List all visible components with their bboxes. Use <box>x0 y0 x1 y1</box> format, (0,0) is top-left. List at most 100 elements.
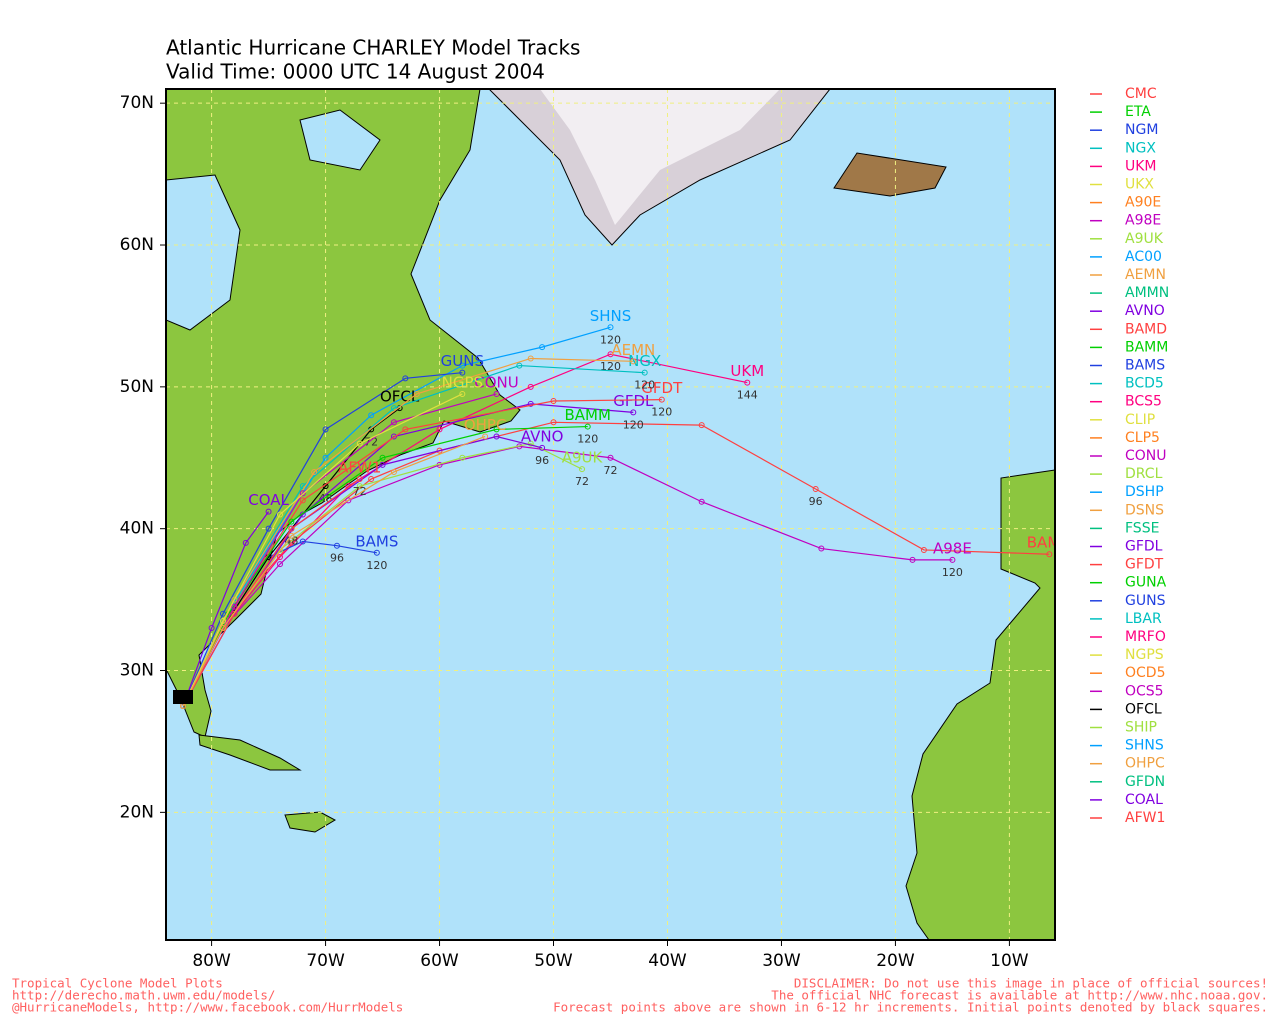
x-tick-label: 30W <box>762 951 801 971</box>
cuba <box>198 734 302 771</box>
y-tick-label: 50N <box>120 377 154 397</box>
track-label: GFDL <box>613 392 654 410</box>
forecast-point <box>459 369 466 376</box>
legend-label: CLP5 <box>1125 430 1160 446</box>
legend-label: DSNS <box>1125 502 1164 518</box>
track-label: A98E <box>933 539 972 557</box>
forecast-point <box>402 426 409 433</box>
legend-label: NGX <box>1125 140 1156 156</box>
x-tick-label: 80W <box>192 951 231 971</box>
forecast-point <box>607 454 614 461</box>
legend-label: SHIP <box>1125 720 1157 736</box>
forecast-point <box>413 390 420 397</box>
tracks: 120 144 UKM 96 BAMD 72 120 A98E 96 120 BAMS 120 SHNS… <box>180 307 1055 709</box>
forecast-point <box>1046 551 1053 558</box>
model-track <box>182 478 361 707</box>
forecast-point <box>390 433 397 440</box>
forecast-point <box>818 545 825 552</box>
forecast-point <box>527 440 534 447</box>
forecast-point <box>539 444 546 451</box>
legend-label: ETA <box>1125 104 1151 120</box>
forecast-point <box>436 447 443 454</box>
track-label: BAMS <box>355 532 398 550</box>
forecast-point <box>219 624 226 631</box>
forecast-point <box>482 433 489 440</box>
forecast-point <box>356 440 363 447</box>
forecast-hour: 120 <box>600 333 621 346</box>
legend-label: AC00 <box>1125 249 1162 265</box>
footer-right: DISCLAIMER: Do not use this image in pla… <box>794 976 1268 991</box>
forecast-point <box>698 498 705 505</box>
track-label: UKM <box>730 362 764 380</box>
forecast-point <box>299 490 306 497</box>
legend-label: NGPS <box>1125 647 1164 663</box>
forecast-point <box>493 433 500 440</box>
legend-label: COAL <box>1125 792 1163 808</box>
footer-left: @HurricaneModels, http://www.facebook.co… <box>12 1000 403 1015</box>
forecast-point <box>436 426 443 433</box>
legend-label: OFCL <box>1125 701 1162 717</box>
footer-right: Forecast points above are shown in 6-12 … <box>553 1000 1268 1015</box>
forecast-point <box>493 390 500 397</box>
forecast-point <box>459 362 466 369</box>
forecast-point <box>276 554 283 561</box>
y-tick-label: 20N <box>120 802 154 822</box>
forecast-point <box>550 398 557 405</box>
model-track <box>182 357 634 707</box>
track-label: AVNO <box>521 427 564 445</box>
legend-label: LBAR <box>1125 611 1162 627</box>
track-label: GFDT <box>641 379 683 397</box>
legend-label: UKX <box>1125 177 1154 193</box>
forecast-point <box>311 468 318 475</box>
track-label: A9UK <box>562 449 604 467</box>
forecast-point <box>812 485 819 492</box>
x-tick-label: 50W <box>534 951 573 971</box>
europe-africa <box>905 469 1055 940</box>
title-line: Valid Time: 0000 UTC 14 August 2004 <box>166 60 545 84</box>
x-tick-label: 10W <box>990 951 1029 971</box>
forecast-point <box>288 532 295 539</box>
forecast-point <box>368 476 375 483</box>
legend-label: AMMN <box>1125 285 1169 301</box>
forecast-point <box>909 556 916 563</box>
legend-label: OCS5 <box>1125 683 1164 699</box>
forecast-hour: 120 <box>366 559 387 572</box>
forecast-point <box>219 617 226 624</box>
legend-label: GUNS <box>1125 593 1166 609</box>
legend-label: CLIP <box>1125 412 1155 428</box>
track-label: COAL <box>248 491 289 509</box>
forecast-hour: 72 <box>604 464 618 477</box>
forecast-point <box>231 596 238 603</box>
forecast-point <box>276 511 283 518</box>
forecast-point <box>276 561 283 568</box>
track-label: SHNS <box>590 307 632 325</box>
foxe-basin <box>299 109 381 171</box>
legend-label: UKM <box>1125 158 1157 174</box>
forecast-point <box>208 624 215 631</box>
map-frame <box>165 88 1056 941</box>
legend-label: AEMN <box>1125 267 1166 283</box>
footer-left: Tropical Cyclone Model Plots <box>12 976 223 991</box>
model-track <box>182 372 463 707</box>
forecast-point <box>390 468 397 475</box>
legend-label: A9UK <box>1125 231 1164 247</box>
track-label: GUNS <box>441 352 484 370</box>
legend-label: BAMS <box>1125 358 1165 374</box>
track-label: NGPS <box>442 373 483 391</box>
forecast-point <box>527 400 534 407</box>
legend-label: A98E <box>1125 213 1161 229</box>
forecast-point <box>516 362 523 369</box>
forecast-point <box>299 497 306 504</box>
forecast-point <box>459 390 466 397</box>
forecast-hour: 144 <box>737 389 758 402</box>
legend-label: MRFO <box>1125 629 1166 645</box>
legend-label: GFDL <box>1125 539 1163 555</box>
legend-label: DRCL <box>1125 466 1163 482</box>
forecast-point <box>607 324 614 331</box>
forecast-hour: 72 <box>575 475 589 488</box>
track-label: BAMM <box>564 406 610 424</box>
forecast-point <box>698 422 705 429</box>
forecast-point <box>322 454 329 461</box>
forecast-hour: 96 <box>330 552 344 565</box>
